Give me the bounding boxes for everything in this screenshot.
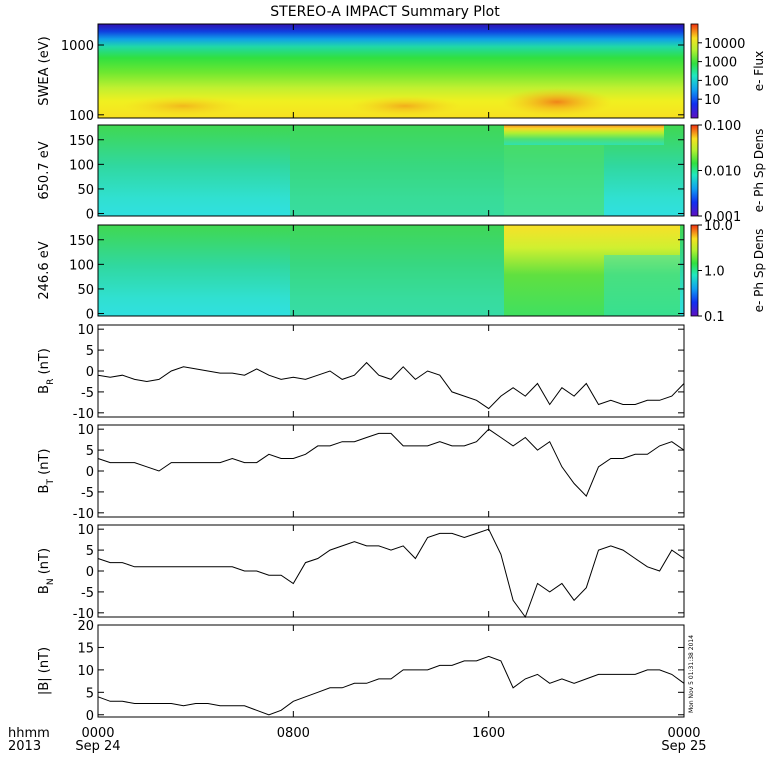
colorbar-tick-label: 10 [704,93,721,108]
panel-frame [97,324,685,418]
colorbar-tick-label: 0.010 [704,165,741,180]
y-tick-label: 10 [77,423,94,438]
panel-axes: 0 50 100 150 246.6 eV 0.1 1.0 10.0 e- Ph Sp Dens [37,219,766,325]
pad246-colorbar [690,224,699,317]
x-axis-row2-label: 2013 [8,739,41,754]
y-tick-label: -10 [73,607,94,622]
field-trace [97,655,685,716]
field-trace [97,428,685,497]
y-axis-label: BN (nT) [37,548,56,594]
plot-title: STEREO-A IMPACT Summary Plot [270,4,500,20]
y-tick-label: 0 [86,465,94,480]
pad650-band [290,125,504,216]
swea-flux-band [123,96,243,116]
y-tick-label: 150 [69,234,94,249]
y-tick-label: 5 [86,344,94,359]
y-tick-label: 10 [77,523,94,538]
x-axis-row1-label: hhmm [8,726,50,741]
colorbar-label: e- Ph Sp Dens [752,229,766,313]
y-tick-label: -5 [81,386,94,401]
swea-flux-peak [502,88,612,116]
y-tick-label: 1000 [61,39,94,54]
y-tick-label: 100 [69,258,94,273]
y-tick-label: 15 [77,641,94,656]
y-tick-label: 100 [69,158,94,173]
panel-frame [97,424,685,518]
colorbar-tick-label: 0.1 [704,310,725,325]
swea-panel [97,23,685,119]
y-axis-label: BT (nT) [37,449,56,494]
field-trace [97,528,685,619]
y-axis-label: |B| (nT) [37,647,52,695]
y-tick-label: 0 [86,208,94,223]
panel-frame [97,624,685,718]
colorbar-label: e- Flux [752,51,766,91]
colorbar-tick-label: 0.001 [704,210,741,225]
y-tick-label: 150 [69,134,94,149]
colorbar-tick-label: 1.0 [704,265,725,280]
colorbar-tick-label: 10000 [704,37,745,52]
colorbars [690,23,699,317]
pad650-frame [97,124,685,217]
y-tick-label: 0 [86,365,94,380]
panel-axes: -10 -5 0 5 10 BT (nT) [37,423,685,522]
pad246-band [604,255,680,316]
x-tick-time: 0000 [81,726,114,741]
swea-frame [97,23,685,119]
y-tick-label: 50 [77,183,94,198]
x-tick-date: Sep 24 [75,739,120,754]
x-tick-date: Sep 25 [661,739,706,754]
timestamp-stamp: Mon Nov 5 01:31:38 2014 [688,635,695,713]
y-tick-label: 50 [77,283,94,298]
colorbar-tick-label: 1000 [704,56,737,71]
colorbar-tick-label: 0.100 [704,119,741,134]
panel-axes: -10 -5 0 5 10 BR (nT) [37,323,685,422]
y-tick-label: 10 [77,323,94,338]
x-tick-time: 0000 [667,726,700,741]
y-axis-label: 246.6 eV [37,241,52,299]
y-tick-label: 100 [69,109,94,124]
x-tick-time: 1600 [472,726,505,741]
panel-axes: -10 -5 0 5 10 BN (nT) [37,523,685,622]
y-tick-label: 20 [77,619,94,634]
pad246-frame [97,224,685,317]
colorbar-tick-label: 100 [704,74,729,89]
y-axis-label: 650.7 eV [37,141,52,199]
y-axis-label: BR (nT) [37,348,56,394]
y-tick-label: -5 [81,486,94,501]
pad650-band [504,145,604,216]
swea-colorbar [690,23,699,119]
y-tick-label: 5 [86,686,94,701]
y-tick-label: -10 [73,507,94,522]
x-tick-time: 0800 [277,726,310,741]
panel-axes: 0 50 100 150 650.7 eV 0.001 0.010 0.100 e- Ph Sp… [37,119,766,225]
y-tick-label: 0 [86,308,94,323]
swea-flux-band [350,96,460,116]
traces-layer [97,361,685,716]
pad246-panel [97,224,685,317]
colorbar-tick-label: 10.0 [704,219,733,234]
panel-axes: 0 5 10 15 20 |B| (nT) [37,619,685,724]
field-trace [97,361,685,410]
y-tick-label: -10 [73,407,94,422]
colorbar-label: e- Ph Sp Dens [752,129,766,213]
y-tick-label: 5 [86,444,94,459]
y-tick-label: 10 [77,664,94,679]
y-tick-label: -5 [81,586,94,601]
pad650-strahl [504,125,664,145]
pad650-panel [97,124,685,217]
y-axis-label: SWEA (eV) [37,36,52,105]
y-tick-label: 0 [86,709,94,724]
y-tick-label: 0 [86,565,94,580]
panel-frame [97,524,685,618]
pad650-colorbar [690,124,699,217]
pad246-band [290,225,504,316]
panel-axes: 100 1000 SWEA (eV) 10 100 1000 10000 e- Flux [37,24,766,124]
y-tick-label: 5 [86,544,94,559]
